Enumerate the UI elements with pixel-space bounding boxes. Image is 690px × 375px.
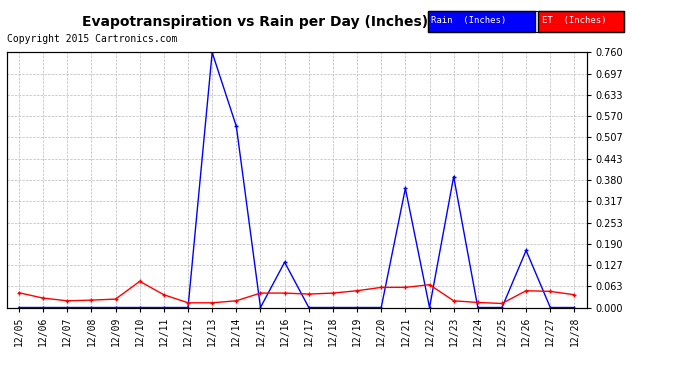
Text: Rain  (Inches): Rain (Inches) [431,16,506,25]
Text: Copyright 2015 Cartronics.com: Copyright 2015 Cartronics.com [7,34,177,44]
Text: ET  (Inches): ET (Inches) [542,16,606,25]
Text: Evapotranspiration vs Rain per Day (Inches) 20151229: Evapotranspiration vs Rain per Day (Inch… [82,15,511,29]
